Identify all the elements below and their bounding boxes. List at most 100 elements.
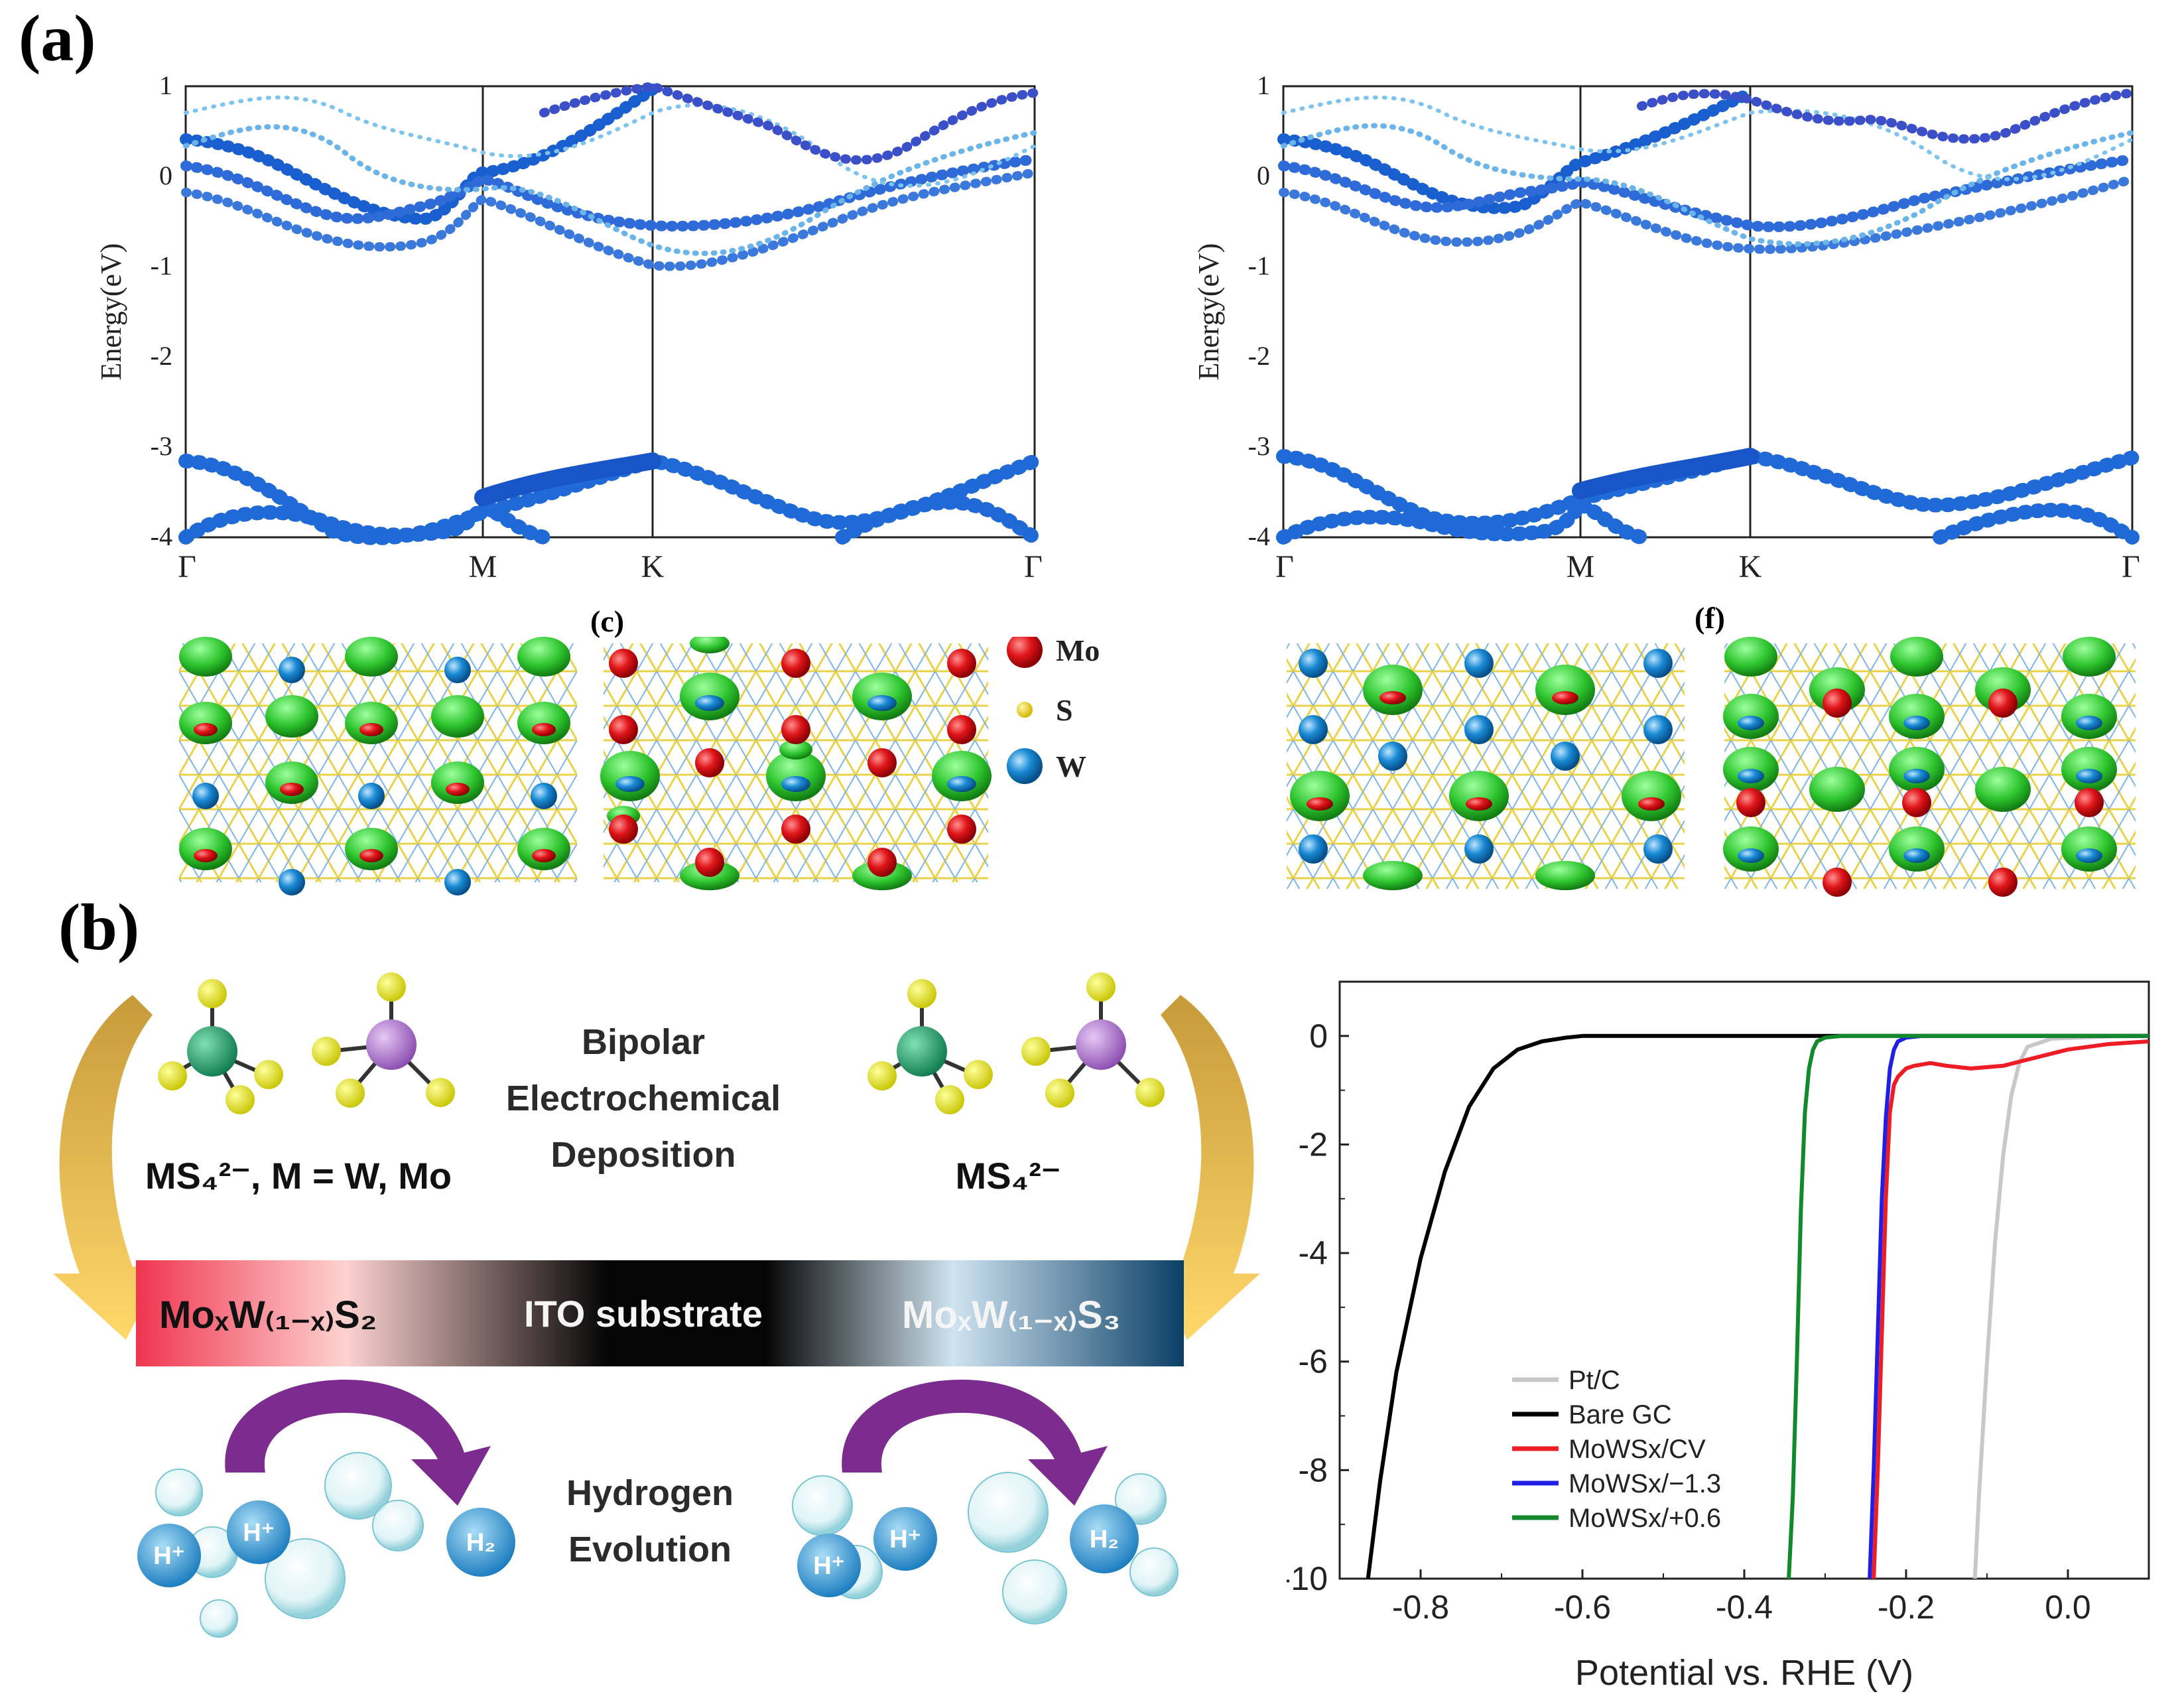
band-right-lower-bands [1276,448,2140,545]
ytick: 0 [1257,161,1270,190]
h-plus-label: H⁺ [813,1552,845,1580]
band-right-yticks: 1 0 -1 -2 -3 -4 [1248,73,1270,551]
x-tick-label: -0.6 [1554,1589,1611,1626]
purple-arrow-left-icon [225,1380,491,1506]
molecule-w-right [867,979,993,1114]
chart-axis-ticks: -0.8 -0.6 -0.4 -0.2 0.0 0 -2 -4 -6 -8 -10 [1287,981,2149,1626]
left-gold-arrow-icon [53,995,166,1340]
polarization-curve-chart: -0.8 -0.6 -0.4 -0.2 0.0 0 -2 -4 -6 -8 -10 Pt/C Bare… [1287,980,2150,1693]
y-tick-label: -6 [1299,1343,1328,1380]
xtick: Γ [2122,549,2140,584]
ytick: -3 [1248,431,1270,461]
x-tick-label: -0.8 [1392,1589,1449,1626]
series-line-pt-c [1972,1033,2149,1579]
h-plus-label: H⁺ [243,1519,275,1547]
legend-w-marker [1007,748,1043,784]
legend-label: MoWSx/CV [1569,1435,1706,1464]
bubbles-right [792,1472,1179,1624]
band-right-upper-bands [1277,87,2138,254]
h-ions-right: H⁺ H⁺ H₂ [797,1504,1139,1597]
bipolar-deposition-schematic: H⁺ H⁺ H₂ H⁺ H⁺ H₂ [53,972,1260,1638]
band-right-ylabel: Energy(eV) [1192,243,1225,381]
bubbles-left [155,1452,424,1638]
xtick: Γ [1275,549,1294,584]
molecule-w-left [158,979,283,1114]
band-right-xticks: Γ M K Γ [1275,549,2140,584]
molecule-mo-right [1021,972,1165,1108]
ytick: -2 [151,341,172,371]
xtick: Γ [1024,549,1043,584]
reaction-line-2: Evolution [568,1530,732,1569]
precursor-right-label: MS₄²⁻ [955,1155,1061,1197]
y-tick-label: -2 [1299,1126,1328,1163]
series-line-bare-gc [1366,1033,2149,1579]
series-line-mowsx-cv [1872,1039,2149,1579]
precursor-left-label: MS₄²⁻, M = W, Mo [145,1155,452,1197]
ytick: -3 [151,431,172,461]
bar-center-label: ITO substrate [524,1293,763,1335]
x-tick-label: -0.4 [1716,1589,1773,1626]
legend-label: Bare GC [1569,1400,1672,1429]
xtick: K [1739,549,1762,584]
ytick: -1 [1248,251,1270,281]
h2-label: H₂ [466,1529,495,1557]
lattice-image-2 [600,637,992,890]
ytick: -4 [1248,521,1270,551]
ito-substrate-bar [136,1260,1184,1366]
band-left-lower-bands [178,452,1042,545]
legend-s-label: S [1056,693,1073,727]
ytick: -4 [151,521,172,551]
ytick: 1 [1257,73,1270,100]
legend-s-marker [1017,702,1033,718]
ytick: 0 [159,161,172,190]
lattice-image-3 [1287,643,1685,890]
charge-density-lattices: Mo S W [179,637,2136,897]
xtick: M [1567,549,1595,584]
bar-right-label: MoₓW₍₁₋ₓ₎S₃ [902,1293,1121,1337]
lattice-image-1 [179,637,577,895]
y-tick-label: -8 [1299,1451,1328,1488]
h2-label: H₂ [1090,1526,1119,1553]
chart-legend: Pt/C Bare GC MoWSx/CV MoWSx/−1.3 MoWSx/+0.6 [1512,1366,1721,1533]
xtick: K [641,549,665,584]
right-gold-arrow-icon [1147,995,1260,1340]
legend-mo-marker [1007,637,1043,668]
band-structure-right: 1 0 -1 -2 -3 -4 Energy(eV) Γ M K Γ [1192,73,2140,584]
purple-arrow-right-icon [842,1380,1108,1506]
xtick: Γ [178,549,196,584]
molecule-mo-left [312,972,455,1108]
legend-label: Pt/C [1569,1366,1620,1395]
h-ions-left: H⁺ H⁺ H₂ [137,1500,515,1587]
legend-w-label: W [1056,750,1086,783]
band-left-yticks: 1 0 -1 -2 -3 -4 [151,73,172,551]
process-line-1: Bipolar [581,1022,706,1062]
y-tick-label: -10 [1287,1560,1328,1597]
chart-xlabel: Potential vs. RHE (V) [1575,1653,1913,1693]
band-left-xticks: Γ M K Γ [178,549,1043,584]
band-left-ylabel: Energy(eV) [95,243,127,381]
y-tick-label: -4 [1299,1234,1328,1272]
ytick: -1 [151,251,172,281]
h-plus-label: H⁺ [153,1542,185,1570]
band-structure-left: 1 0 -1 -2 -3 -4 Energy(eV) Γ M K Γ [95,73,1043,584]
process-line-2: Electrochemical [505,1079,781,1118]
xtick: M [469,549,497,584]
series-line-mowsx-0-6 [1787,1033,2149,1579]
reaction-line-1: Hydrogen [566,1473,734,1513]
legend-label: MoWSx/+0.6 [1569,1504,1721,1533]
y-tick-label: 0 [1309,1018,1328,1055]
legend-label: MoWSx/−1.3 [1569,1469,1721,1498]
panel-a-label: (a) [19,1,96,75]
sub-label-c: (c) [590,604,625,638]
ytick: -2 [1248,341,1270,371]
ytick: 1 [159,73,172,100]
x-tick-label: 0.0 [2045,1589,2091,1626]
sub-label-f: (f) [1695,601,1725,635]
x-tick-label: -0.2 [1878,1589,1935,1626]
band-left-upper-bands [180,81,1040,271]
legend-mo-label: Mo [1056,637,1100,667]
process-line-3: Deposition [550,1135,736,1175]
panel-b-label: (b) [58,890,140,964]
bar-left-label: MoₓW₍₁₋ₓ₎S₂ [159,1293,377,1337]
chart-series-group [1366,1033,2149,1579]
